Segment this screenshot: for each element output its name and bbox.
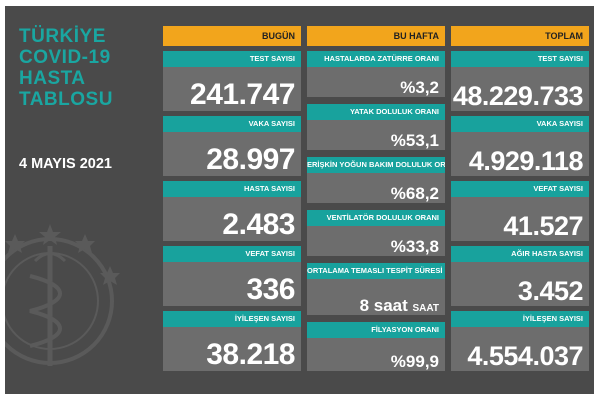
value-unit: SAAT xyxy=(412,303,439,314)
ministry-emblem-icon xyxy=(5,224,120,366)
today-recovered-card: İYİLEŞEN SAYISI 38.218 xyxy=(163,311,301,371)
card-value: 336 xyxy=(246,273,295,306)
week-filiation-card: FİLYASYON ORANI %99,9 xyxy=(307,322,445,371)
card-label: VENTİLATÖR DOLULUK ORANI xyxy=(307,210,445,226)
card-label: VEFAT SAYISI xyxy=(163,246,301,262)
card-value: %68,2 xyxy=(390,184,439,203)
card-value: %3,2 xyxy=(400,78,439,97)
card-label: HASTA SAYISI xyxy=(163,181,301,197)
title-line: HASTA xyxy=(19,68,86,89)
card-label: VEFAT SAYISI xyxy=(451,181,589,197)
card-value: 3.452 xyxy=(517,276,584,306)
card-value: %53,1 xyxy=(390,131,439,150)
card-label: FİLYASYON ORANI xyxy=(307,322,445,338)
card-value: %99,9 xyxy=(390,352,439,371)
card-value: 28.997 xyxy=(206,143,295,176)
title-line: COVID-19 xyxy=(19,47,111,68)
card-label: TEST SAYISI xyxy=(451,51,589,67)
card-label: TEST SAYISI xyxy=(163,51,301,67)
column-header-this-week: BU HAFTA xyxy=(307,26,445,46)
card-label: İYİLEŞEN SAYISI xyxy=(451,311,589,327)
card-value: 41.527 xyxy=(503,211,583,241)
total-test-card: TEST SAYISI 48.229.733 xyxy=(451,51,589,111)
card-label: İYİLEŞEN SAYISI xyxy=(163,311,301,327)
week-ventilator-occupancy-card: VENTİLATÖR DOLULUK ORANI %33,8 xyxy=(307,210,445,256)
title-line: TABLOSU xyxy=(19,89,113,110)
week-icu-occupancy-card: ERİŞKİN YOĞUN BAKIM DOLULUK ORANI %68,2 xyxy=(307,157,445,203)
card-value: 241.747 xyxy=(190,78,295,111)
total-death-card: VEFAT SAYISI 41.527 xyxy=(451,181,589,241)
card-value: %33,8 xyxy=(390,237,439,256)
week-pneumonia-card: HASTALARDA ZATÜRRE ORANI %3,2 xyxy=(307,51,445,97)
total-recovered-card: İYİLEŞEN SAYISI 4.554.037 xyxy=(451,311,589,371)
card-label: HASTALARDA ZATÜRRE ORANI xyxy=(307,51,445,67)
total-severe-card: AĞIR HASTA SAYISI 3.452 xyxy=(451,246,589,306)
title-line: TÜRKİYE xyxy=(19,26,106,47)
card-value: 48.229.733 xyxy=(452,81,584,111)
card-label: VAKA SAYISI xyxy=(451,116,589,132)
card-value: 38.218 xyxy=(206,338,295,371)
report-date: 4 MAYIS 2021 xyxy=(19,156,112,172)
card-label: AĞIR HASTA SAYISI xyxy=(451,246,589,262)
card-value: 4.929.118 xyxy=(468,146,584,176)
column-header-total: TOPLAM xyxy=(451,26,589,46)
value-number: 8 saat xyxy=(359,296,408,315)
card-label: YATAK DOLULUK ORANI xyxy=(307,104,445,120)
column-header-today: BUGÜN xyxy=(163,26,301,46)
total-case-card: VAKA SAYISI 4.929.118 xyxy=(451,116,589,176)
card-label: VAKA SAYISI xyxy=(163,116,301,132)
card-value: 8 saat SAAT xyxy=(360,297,439,314)
card-value: 4.554.037 xyxy=(467,341,583,371)
today-patient-card: HASTA SAYISI 2.483 xyxy=(163,181,301,241)
today-test-card: TEST SAYISI 241.747 xyxy=(163,51,301,111)
card-value: 2.483 xyxy=(222,208,295,241)
card-label: ERİŞKİN YOĞUN BAKIM DOLULUK ORANI xyxy=(307,157,445,173)
week-contact-detection-card: ORTALAMA TEMASLI TESPİT SÜRESİ 8 saat SA… xyxy=(307,263,445,315)
week-bed-occupancy-card: YATAK DOLULUK ORANI %53,1 xyxy=(307,104,445,150)
today-death-card: VEFAT SAYISI 336 xyxy=(163,246,301,306)
covid-table-board: TÜRKİYE COVID-19 HASTA TABLOSU 4 MAYIS 2… xyxy=(5,6,594,394)
today-case-card: VAKA SAYISI 28.997 xyxy=(163,116,301,176)
card-label: ORTALAMA TEMASLI TESPİT SÜRESİ xyxy=(307,263,445,279)
dashboard-title: TÜRKİYE COVID-19 HASTA TABLOSU xyxy=(19,26,113,110)
